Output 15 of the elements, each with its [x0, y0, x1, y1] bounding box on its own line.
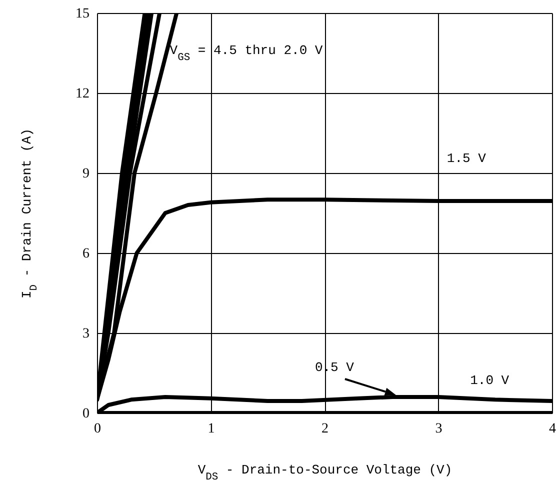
x-tick-label: 3 — [435, 422, 442, 436]
y-tick-label: 3 — [82, 326, 90, 342]
annotation: 1.0 V — [470, 373, 510, 388]
y-tick-label: 9 — [82, 166, 90, 182]
x-tick-label: 2 — [322, 422, 328, 436]
annotation: 1.5 V — [446, 151, 486, 166]
x-axis-title: V$_{DS}$ - Drain-to-Source Voltage (V) — [198, 462, 452, 484]
y-tick-label: 6 — [82, 246, 90, 262]
x-tick-label: 4 — [549, 422, 556, 436]
y-tick-label: 0 — [82, 406, 90, 422]
y-tick-label: 12 — [76, 86, 90, 102]
y-tick-label: 15 — [76, 6, 90, 22]
x-tick-label: 0 — [94, 422, 101, 436]
annotation: V$_{GS}$ = 4.5 thru 2.0 V — [170, 43, 323, 64]
x-tick-label: 1 — [208, 422, 215, 436]
